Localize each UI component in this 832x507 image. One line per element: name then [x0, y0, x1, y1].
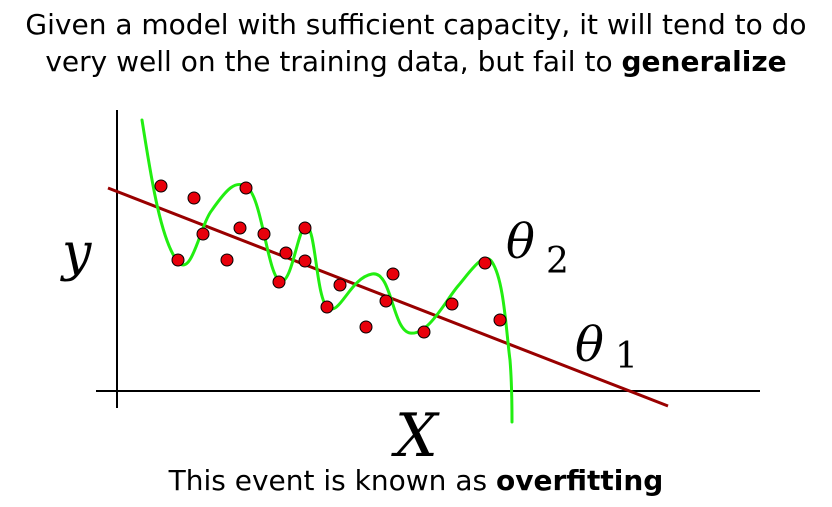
overfit-curve	[140, 118, 514, 424]
theta2-label: θ 2	[506, 214, 569, 282]
data-point	[196, 227, 210, 241]
data-point	[359, 320, 373, 334]
data-point	[478, 256, 492, 270]
data-point	[386, 267, 400, 281]
footer-caption: This event is known as overfitting	[0, 462, 832, 499]
headline-line-1: Given a model with sufficient capacity, …	[25, 8, 807, 41]
data-point	[379, 294, 393, 308]
theta1-symbol: θ	[575, 317, 604, 373]
theta2-symbol: θ	[506, 214, 535, 270]
data-point	[220, 253, 234, 267]
footer-text: This event is known as	[168, 464, 496, 497]
data-point	[233, 221, 247, 235]
data-point	[154, 179, 168, 193]
data-point	[417, 325, 431, 339]
data-point	[239, 181, 253, 195]
data-point	[187, 191, 201, 205]
data-point	[298, 254, 312, 268]
data-point	[493, 313, 507, 327]
data-point	[257, 227, 271, 241]
data-point	[171, 253, 185, 267]
headline-generalize: generalize	[621, 45, 787, 78]
theta1-subscript: 1	[615, 336, 638, 377]
training-points	[154, 179, 507, 339]
data-point	[320, 300, 334, 314]
theta2-subscript: 2	[546, 241, 569, 282]
theta1-label: θ 1	[575, 317, 638, 377]
data-point	[333, 278, 347, 292]
headline-line-2: very well on the training data, but fail…	[0, 43, 832, 80]
data-point	[272, 275, 286, 289]
data-point	[298, 221, 312, 235]
footer-overfitting: overfitting	[495, 464, 664, 497]
x-axis-label: X	[391, 401, 440, 471]
data-point	[445, 297, 459, 311]
headline: Given a model with sufficient capacity, …	[0, 6, 832, 80]
y-axis-label: y	[60, 223, 92, 283]
headline-line-2-text: very well on the training data, but fail…	[45, 45, 622, 78]
data-point	[279, 246, 293, 260]
